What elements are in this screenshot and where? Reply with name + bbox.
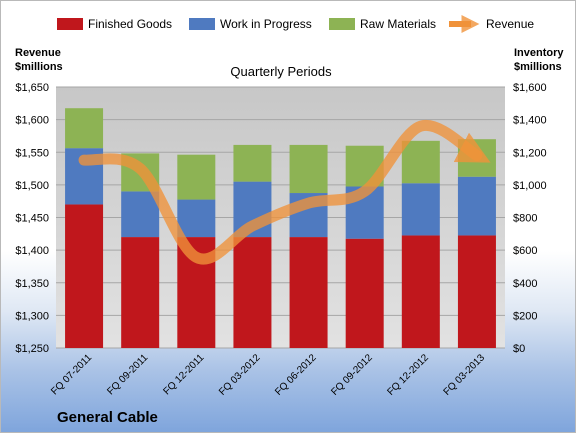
legend-label-revenue: Revenue — [486, 17, 534, 31]
revenue-line — [78, 119, 491, 265]
right-axis-title-line2: $millions — [514, 61, 562, 73]
category-label: FQ 09-2012 — [329, 352, 375, 398]
bar-work-in-progress — [121, 191, 160, 238]
left-tick-label: $1,600 — [15, 115, 49, 127]
category-label: FQ 03-2012 — [217, 352, 263, 398]
right-tick-layer: $1,600 $1,400 $1,200 $1,000 $800 $600 $400 $200… — [513, 82, 547, 355]
legend-swatch-finished-goods — [57, 18, 83, 30]
chart-title: Quarterly Periods — [230, 64, 332, 79]
category-label: FQ 03-2013 — [442, 352, 488, 398]
left-tick-label: $1,350 — [15, 278, 49, 290]
legend-swatch-raw-materials — [329, 18, 355, 30]
right-tick-label: $1,400 — [513, 115, 547, 127]
bar-raw-materials — [65, 108, 104, 149]
right-tick-label: $0 — [513, 343, 525, 355]
bar-raw-materials — [233, 144, 272, 182]
right-tick-label: $600 — [513, 245, 537, 257]
right-axis-title-line1: Inventory — [514, 47, 564, 59]
bar-layer — [65, 108, 496, 348]
category-label: FQ 12-2011 — [161, 352, 206, 397]
bar-finished-goods — [233, 237, 272, 348]
category-label-layer: FQ 07-2011 FQ 09-2011 FQ 12-2011 FQ 03-2012… — [49, 352, 487, 398]
category-label: FQ 06-2012 — [273, 352, 319, 398]
left-tick-label: $1,500 — [15, 180, 49, 192]
bar-work-in-progress — [401, 183, 440, 236]
left-tick-label: $1,450 — [15, 213, 49, 225]
legend-label-work-in-progress: Work in Progress — [220, 17, 312, 31]
left-tick-label: $1,400 — [15, 245, 49, 257]
legend-label-finished-goods: Finished Goods — [88, 17, 172, 31]
legend-label-raw-materials: Raw Materials — [360, 17, 436, 31]
right-tick-label: $800 — [513, 213, 537, 225]
left-tick-label: $1,300 — [15, 310, 49, 322]
bar-finished-goods — [65, 204, 104, 348]
left-axis-title-line2: $millions — [15, 61, 63, 73]
right-tick-label: $1,200 — [513, 147, 547, 159]
legend-swatch-work-in-progress — [189, 18, 215, 30]
left-axis-title-line1: Revenue — [15, 47, 61, 59]
company-name: General Cable — [57, 409, 158, 426]
left-tick-layer: $1,650 $1,600 $1,550 $1,500 $1,450 $1,400 $1,3… — [15, 82, 49, 355]
right-tick-label: $1,600 — [513, 82, 547, 94]
bar-work-in-progress — [457, 176, 496, 236]
legend: Finished Goods Work in Progress Raw Mate… — [57, 15, 534, 33]
left-tick-label: $1,650 — [15, 82, 49, 94]
bar-raw-materials — [177, 154, 216, 200]
bar-finished-goods — [121, 237, 160, 348]
bar-work-in-progress — [177, 199, 216, 238]
bar-finished-goods — [345, 238, 384, 348]
bar-finished-goods — [289, 237, 328, 348]
left-tick-label: $1,250 — [15, 343, 49, 355]
bar-finished-goods — [401, 235, 440, 348]
category-label: FQ 12-2012 — [385, 352, 431, 398]
bar-raw-materials — [401, 140, 440, 184]
bar-finished-goods — [457, 235, 496, 348]
bar-raw-materials — [289, 144, 328, 194]
line-layer — [78, 119, 491, 265]
category-label: FQ 07-2011 — [49, 352, 94, 397]
category-label: FQ 09-2011 — [105, 352, 150, 397]
right-tick-label: $400 — [513, 278, 537, 290]
left-tick-label: $1,550 — [15, 147, 49, 159]
right-tick-label: $200 — [513, 310, 537, 322]
right-tick-label: $1,000 — [513, 180, 547, 192]
